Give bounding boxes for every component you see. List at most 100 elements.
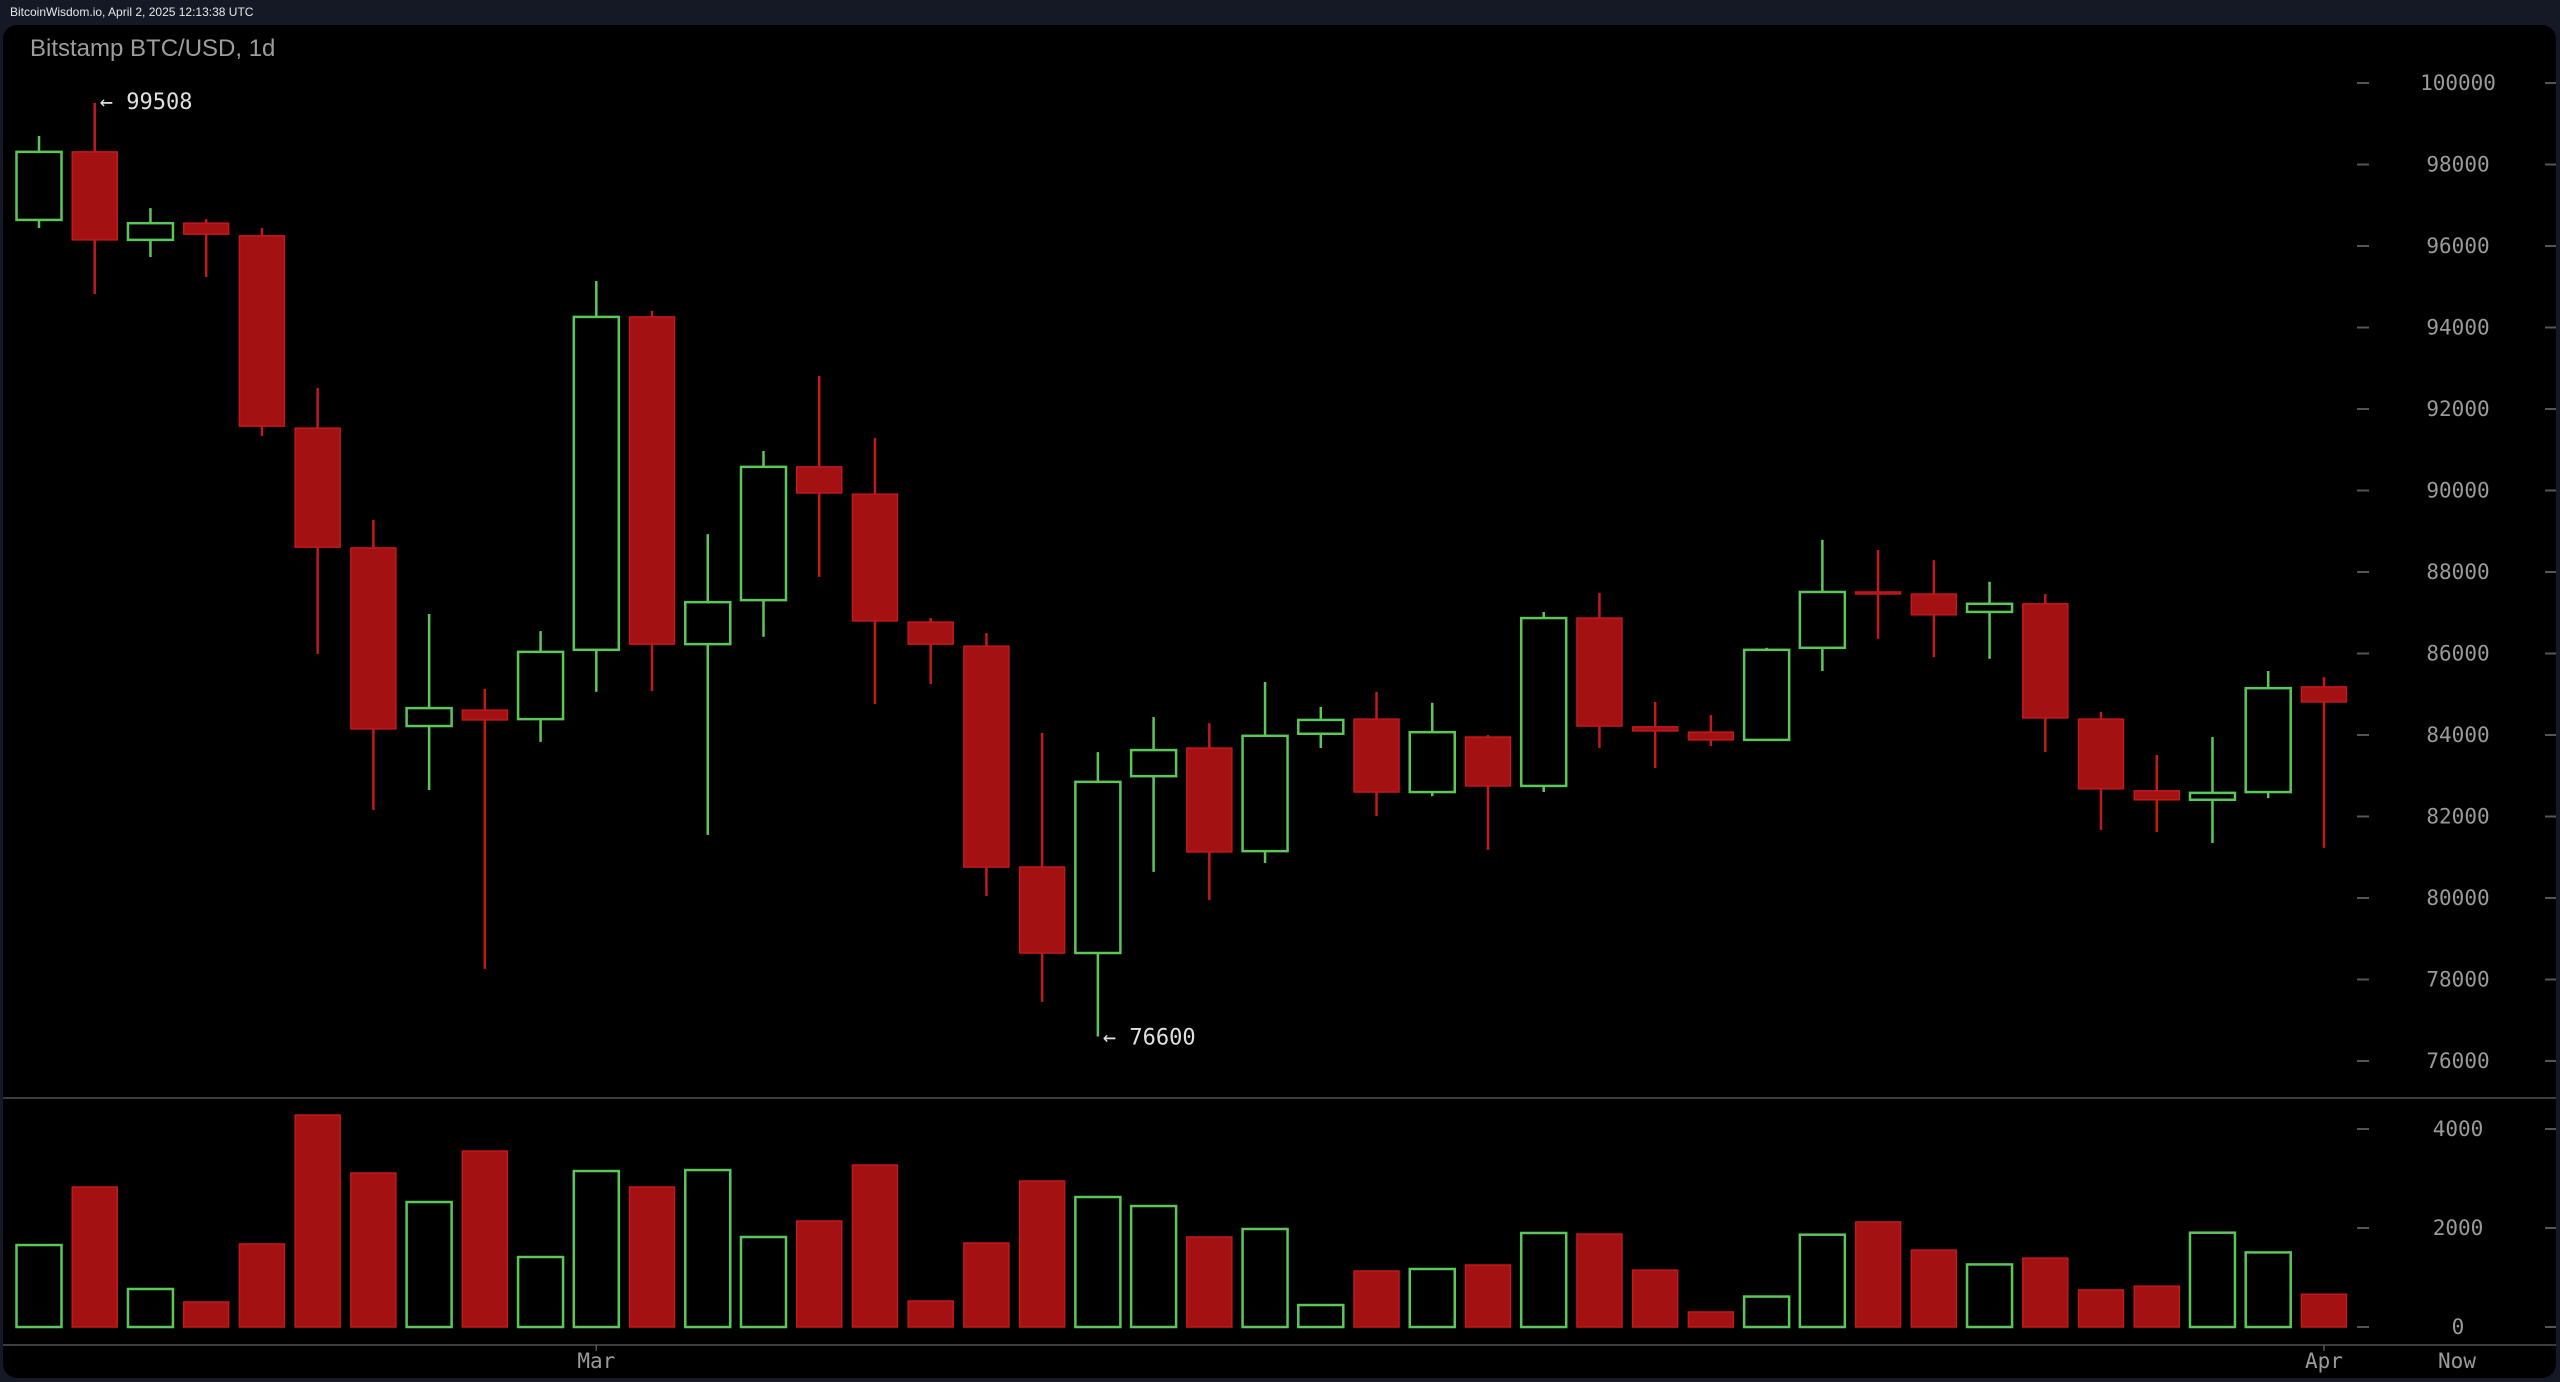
candle-body-down bbox=[1464, 736, 1512, 787]
candle-body-down bbox=[907, 621, 954, 645]
volume-bar-down bbox=[1910, 1249, 1958, 1328]
price-tick-label: 100000 bbox=[2420, 71, 2496, 95]
time-tick-label: Mar bbox=[577, 1349, 615, 1373]
volume-bar-down bbox=[294, 1114, 341, 1328]
volume-bar-down bbox=[71, 1186, 118, 1328]
volume-bar-up bbox=[739, 1235, 788, 1329]
candle bbox=[1910, 560, 1958, 658]
candle bbox=[1631, 701, 1679, 769]
volume-bar-up bbox=[1965, 1263, 2014, 1329]
candle bbox=[2300, 677, 2348, 848]
candle-body-down bbox=[1854, 591, 1902, 595]
candle bbox=[628, 310, 676, 691]
candle bbox=[795, 375, 843, 577]
volume-bar-down bbox=[182, 1301, 230, 1328]
volume-bar-up bbox=[572, 1169, 621, 1329]
candle bbox=[1687, 715, 1735, 747]
candle-body-down bbox=[795, 466, 843, 494]
candle bbox=[2022, 594, 2069, 753]
candlestick-chart[interactable]: 100000 98000 96000 94000 92000 90000 88000 8600… bbox=[3, 25, 2556, 1378]
candle-body-down bbox=[1018, 866, 1066, 954]
candle bbox=[2188, 737, 2237, 843]
candle bbox=[238, 228, 286, 436]
volume-bar-up bbox=[1297, 1303, 1345, 1329]
candle-body-up bbox=[1074, 780, 1122, 955]
candle-body-up bbox=[1742, 648, 1791, 742]
price-tick-label: 76000 bbox=[2426, 1049, 2489, 1073]
price-tick-label: 96000 bbox=[2426, 234, 2489, 258]
candle bbox=[461, 688, 509, 969]
candle bbox=[1798, 539, 1847, 672]
volume-bar-down bbox=[1687, 1311, 1735, 1328]
candle-body-down bbox=[963, 645, 1010, 868]
candle bbox=[1241, 682, 1289, 863]
candle-body-down bbox=[182, 222, 230, 235]
volume-bar-down bbox=[851, 1164, 899, 1328]
candle-body-up bbox=[1519, 616, 1568, 788]
candle-body-down bbox=[1186, 747, 1233, 853]
candle bbox=[350, 519, 397, 810]
time-tick-label: Apr bbox=[2305, 1349, 2343, 1373]
candle-body-down bbox=[628, 316, 676, 645]
volume-bar-down bbox=[628, 1186, 676, 1328]
volume-bar-up bbox=[1074, 1195, 1122, 1329]
candle bbox=[851, 437, 899, 705]
candle bbox=[1408, 702, 1456, 797]
price-annotations: ← 99508 ← 76600 bbox=[100, 90, 1196, 1051]
volume-bar-down bbox=[907, 1300, 954, 1328]
candle bbox=[1464, 735, 1512, 850]
candle-body-up bbox=[405, 706, 453, 728]
volume-tick-label: 0 bbox=[2452, 1315, 2465, 1339]
candle bbox=[1742, 647, 1791, 742]
candle-body-up bbox=[572, 315, 621, 652]
candle-body-up bbox=[1965, 602, 2014, 614]
timestamp-header: BitcoinWisdom.io, April 2, 2025 12:13:38… bbox=[10, 5, 254, 19]
candle bbox=[1018, 732, 1066, 1002]
volume-bar-up bbox=[1742, 1295, 1791, 1329]
volume-bar-up bbox=[2188, 1231, 2237, 1329]
candle-body-down bbox=[1576, 617, 1623, 727]
candle bbox=[2244, 671, 2292, 799]
candle bbox=[739, 450, 788, 637]
candle-body-down bbox=[2133, 790, 2180, 801]
candle-body-up bbox=[1408, 730, 1456, 794]
candle bbox=[684, 534, 732, 835]
price-tick-label: 98000 bbox=[2426, 153, 2489, 177]
volume-bar-down bbox=[1854, 1221, 1902, 1328]
candle-body-up bbox=[739, 465, 788, 602]
candle bbox=[71, 103, 118, 295]
price-tick-label: 88000 bbox=[2426, 560, 2489, 584]
volume-bar-up bbox=[1241, 1227, 1289, 1329]
volume-bar-down bbox=[1018, 1180, 1066, 1328]
volume-bar-down bbox=[2133, 1285, 2180, 1328]
volume-bar-down bbox=[1186, 1236, 1233, 1328]
axis-layer: 100000 98000 96000 94000 92000 90000 88000 8600… bbox=[3, 71, 2556, 1373]
candle-body-up bbox=[1798, 590, 1847, 650]
candle-body-up bbox=[1129, 748, 1178, 778]
volume-bar-up bbox=[1798, 1233, 1847, 1329]
candle bbox=[1353, 691, 1400, 817]
volume-bar-up bbox=[126, 1287, 175, 1329]
candle bbox=[907, 618, 954, 685]
volume-bar-down bbox=[795, 1220, 843, 1328]
volume-bar-down bbox=[238, 1243, 286, 1328]
candle-body-up bbox=[1241, 734, 1289, 853]
candle bbox=[1129, 717, 1178, 872]
volume-bar-down bbox=[1631, 1269, 1679, 1328]
volume-bar-down bbox=[1353, 1270, 1400, 1328]
chart-panel: 100000 98000 96000 94000 92000 90000 88000 8600… bbox=[3, 25, 2556, 1378]
low-price-annotation: ← 76600 bbox=[1103, 1026, 1196, 1051]
volume-bar-down bbox=[2022, 1257, 2069, 1328]
volume-bar-down bbox=[1576, 1233, 1623, 1328]
candle-body-down bbox=[238, 235, 286, 427]
time-tick-label: Now bbox=[2438, 1349, 2476, 1373]
candle bbox=[1965, 581, 2014, 659]
high-price-annotation: ← 99508 bbox=[100, 90, 193, 115]
volume-bar-down bbox=[461, 1150, 509, 1328]
chart-title: Bitstamp BTC/USD, 1d bbox=[30, 35, 276, 62]
candle bbox=[1074, 752, 1122, 1037]
volume-tick-label: 4000 bbox=[2433, 1117, 2484, 1141]
candle bbox=[2133, 754, 2180, 832]
candle-body-down bbox=[2300, 686, 2348, 703]
price-tick-label: 84000 bbox=[2426, 723, 2489, 747]
